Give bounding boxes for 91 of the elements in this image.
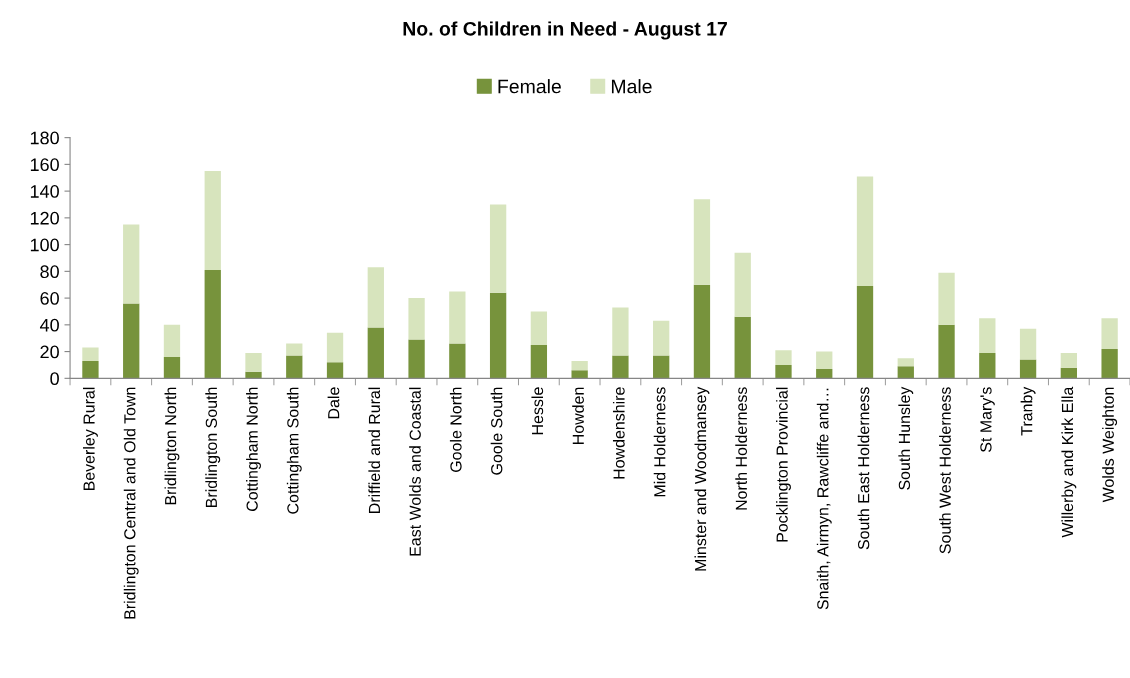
bar bbox=[734, 252, 751, 317]
x-tick-label: South East Holderness bbox=[857, 387, 870, 550]
bar bbox=[204, 270, 221, 379]
bar bbox=[82, 347, 99, 361]
x-tick-label: Howden bbox=[572, 387, 584, 444]
x-tick-label: Goole North bbox=[449, 387, 462, 472]
y-tick-label: 120 bbox=[30, 211, 59, 225]
bar bbox=[530, 311, 548, 345]
bar bbox=[449, 291, 466, 344]
legend-label: Female bbox=[498, 79, 561, 94]
bar bbox=[897, 358, 914, 367]
x-tick-label: Bridlington North bbox=[164, 387, 180, 505]
legend-label: Male bbox=[611, 79, 652, 94]
x-tick-label: Goole South bbox=[490, 387, 503, 475]
y-tick-label: 140 bbox=[30, 185, 59, 198]
bar bbox=[856, 286, 874, 379]
y-tick-label: 20 bbox=[40, 345, 59, 359]
x-tick-label: Cottingham North bbox=[246, 387, 261, 512]
bar bbox=[286, 343, 303, 356]
chart-title: No. of Children in Need - August 17 bbox=[403, 21, 727, 40]
bar bbox=[856, 176, 874, 287]
y-tick-label: 180 bbox=[30, 131, 59, 145]
bar bbox=[204, 171, 221, 271]
bar bbox=[1101, 348, 1118, 379]
bar bbox=[286, 355, 303, 379]
x-tick-label: St Mary's bbox=[980, 387, 995, 452]
bar bbox=[1060, 352, 1077, 368]
bar bbox=[123, 224, 140, 304]
bar bbox=[1019, 359, 1037, 379]
y-tick-label: 160 bbox=[30, 158, 59, 172]
bar bbox=[571, 370, 588, 379]
x-tick-label: Cottingham South bbox=[286, 387, 302, 514]
bar bbox=[245, 371, 262, 379]
bar bbox=[123, 303, 140, 379]
bar bbox=[408, 339, 425, 379]
bar bbox=[163, 356, 181, 379]
bar bbox=[653, 355, 670, 379]
bar bbox=[408, 298, 425, 340]
bar bbox=[979, 318, 996, 353]
x-tick-label: Hessle bbox=[531, 387, 544, 435]
bar bbox=[653, 320, 670, 356]
bar bbox=[1060, 367, 1077, 379]
bar bbox=[449, 343, 466, 379]
bar bbox=[245, 352, 262, 372]
bar bbox=[897, 366, 914, 379]
x-tick-label: Dale bbox=[327, 387, 340, 419]
x-tick-label: Bridlington Central and Old Town bbox=[123, 387, 139, 619]
bar bbox=[1019, 328, 1037, 360]
x-tick-label: Pocklington Provincial bbox=[776, 387, 791, 542]
x-tick-label: Driffield and Rural bbox=[368, 387, 381, 513]
bar bbox=[326, 362, 344, 379]
y-tick-label: 60 bbox=[40, 292, 59, 305]
x-tick-label: Minster and Woodmansey bbox=[694, 386, 710, 571]
x-tick-label: Howdenshire bbox=[612, 387, 625, 479]
bar bbox=[816, 368, 833, 379]
bar bbox=[163, 324, 181, 357]
bar bbox=[367, 267, 384, 328]
bar bbox=[612, 307, 629, 356]
bar bbox=[326, 332, 344, 363]
x-tick-label: Tranby bbox=[1020, 386, 1036, 436]
bar bbox=[979, 352, 996, 379]
bar bbox=[367, 327, 384, 379]
x-tick-label: Beverley Rural bbox=[83, 387, 98, 491]
bar bbox=[82, 360, 99, 379]
x-tick-label: Wolds Weighton bbox=[1102, 387, 1118, 503]
bar bbox=[938, 324, 955, 379]
x-tick-label: Mid Holderness bbox=[653, 387, 666, 497]
y-tick-label: 80 bbox=[40, 265, 59, 279]
y-tick-label: 0 bbox=[50, 372, 59, 386]
bar bbox=[1101, 318, 1118, 349]
bar bbox=[489, 292, 507, 379]
bar bbox=[734, 316, 751, 379]
y-tick-label: 100 bbox=[30, 238, 59, 252]
x-tick-label: Snaith, Airmyn, Rawcliffe and… bbox=[816, 388, 832, 610]
y-tick-label: 40 bbox=[39, 318, 59, 332]
bar bbox=[816, 351, 833, 369]
x-tick-label: North Holderness bbox=[735, 387, 747, 510]
bar bbox=[693, 284, 711, 379]
x-tick-label: Willerby and Kirk Ella bbox=[1061, 386, 1077, 538]
x-tick-label: Bridlington South bbox=[205, 387, 221, 507]
x-tick-label: South West Holderness bbox=[939, 387, 951, 554]
bar bbox=[489, 204, 507, 293]
bar bbox=[530, 344, 548, 379]
bar bbox=[571, 360, 588, 371]
x-tick-label: East Wolds and Coastal bbox=[409, 387, 421, 556]
bar bbox=[775, 364, 792, 379]
bar bbox=[938, 272, 955, 325]
x-tick-label: South Hunsley bbox=[898, 386, 914, 490]
bar bbox=[693, 199, 711, 285]
bar bbox=[775, 350, 792, 365]
bar bbox=[612, 355, 629, 379]
